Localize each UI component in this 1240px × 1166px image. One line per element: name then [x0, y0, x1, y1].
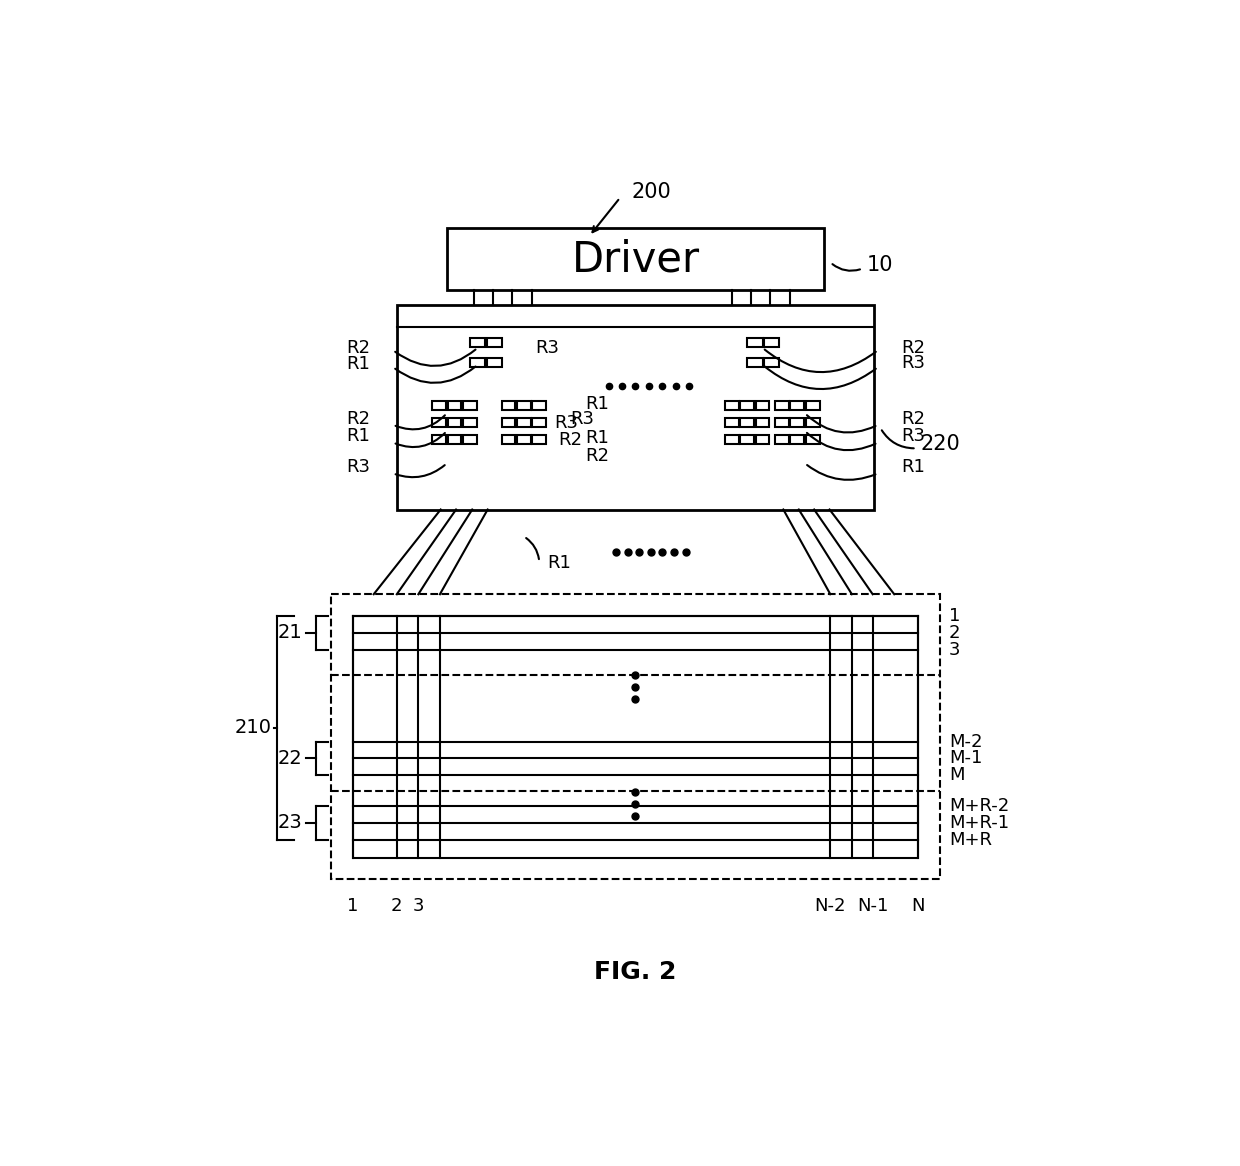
Bar: [517, 419, 531, 427]
Bar: [755, 401, 770, 409]
Bar: [748, 358, 763, 367]
Bar: [463, 435, 477, 444]
Bar: [532, 401, 546, 409]
Bar: [433, 435, 446, 444]
Text: 2: 2: [391, 897, 403, 915]
Bar: [790, 435, 804, 444]
Text: 21: 21: [278, 623, 303, 642]
Text: N-2: N-2: [815, 897, 846, 915]
Text: 23: 23: [278, 814, 303, 833]
Bar: [517, 401, 531, 409]
Bar: [775, 435, 789, 444]
Text: 210: 210: [234, 718, 272, 737]
Bar: [501, 435, 516, 444]
Text: R3: R3: [536, 339, 559, 357]
Bar: [764, 338, 780, 347]
Text: M+R-1: M+R-1: [949, 814, 1009, 831]
Text: M-1: M-1: [949, 750, 982, 767]
Bar: [764, 358, 780, 367]
Bar: [806, 435, 820, 444]
Text: 2: 2: [949, 624, 961, 641]
Text: R1: R1: [346, 354, 370, 373]
Text: R3: R3: [901, 428, 925, 445]
Bar: [517, 435, 531, 444]
Text: R1: R1: [585, 429, 609, 447]
Text: 1: 1: [347, 897, 358, 915]
Bar: [725, 419, 739, 427]
Bar: [755, 435, 770, 444]
Text: FIG. 2: FIG. 2: [594, 960, 677, 983]
Text: 200: 200: [631, 182, 671, 202]
Bar: [501, 419, 516, 427]
Text: R2: R2: [901, 339, 925, 357]
Bar: [446, 229, 825, 290]
Bar: [463, 401, 477, 409]
Text: 3: 3: [413, 897, 424, 915]
Text: 220: 220: [920, 434, 960, 455]
Text: R3: R3: [554, 414, 579, 431]
Text: R3: R3: [346, 458, 370, 476]
Bar: [353, 616, 918, 857]
Bar: [790, 401, 804, 409]
Bar: [532, 435, 546, 444]
Bar: [463, 419, 477, 427]
Bar: [740, 435, 754, 444]
Bar: [433, 419, 446, 427]
Bar: [448, 435, 461, 444]
Text: N: N: [911, 897, 925, 915]
Bar: [748, 338, 763, 347]
Bar: [725, 401, 739, 409]
Text: N-1: N-1: [857, 897, 888, 915]
Bar: [331, 595, 940, 879]
Bar: [775, 419, 789, 427]
Text: M+R: M+R: [949, 830, 992, 849]
Text: R1: R1: [547, 554, 570, 573]
Text: R1: R1: [901, 458, 925, 476]
Text: M-2: M-2: [949, 732, 982, 751]
Text: R2: R2: [585, 447, 609, 464]
Text: M+R-2: M+R-2: [949, 796, 1009, 815]
Text: R2: R2: [558, 431, 583, 449]
Bar: [487, 358, 502, 367]
Text: R1: R1: [585, 395, 609, 413]
Text: M: M: [949, 766, 965, 785]
Text: R1: R1: [346, 428, 370, 445]
Bar: [740, 401, 754, 409]
Bar: [740, 419, 754, 427]
Text: 10: 10: [867, 255, 893, 275]
Bar: [501, 401, 516, 409]
Bar: [433, 401, 446, 409]
Bar: [725, 435, 739, 444]
Bar: [470, 358, 485, 367]
Text: 1: 1: [949, 606, 960, 625]
Text: R3: R3: [570, 410, 594, 428]
Bar: [470, 338, 485, 347]
Bar: [806, 401, 820, 409]
Bar: [487, 338, 502, 347]
Bar: [806, 419, 820, 427]
Bar: [448, 419, 461, 427]
Text: R2: R2: [346, 410, 370, 428]
Bar: [532, 419, 546, 427]
Text: R2: R2: [346, 339, 370, 357]
Text: Driver: Driver: [572, 238, 699, 280]
Bar: [448, 401, 461, 409]
Bar: [790, 419, 804, 427]
Text: R3: R3: [901, 354, 925, 372]
Text: R2: R2: [901, 410, 925, 428]
Text: 22: 22: [278, 749, 303, 768]
Bar: [755, 419, 770, 427]
Text: 3: 3: [949, 640, 961, 659]
Bar: [775, 401, 789, 409]
Bar: [397, 305, 874, 510]
